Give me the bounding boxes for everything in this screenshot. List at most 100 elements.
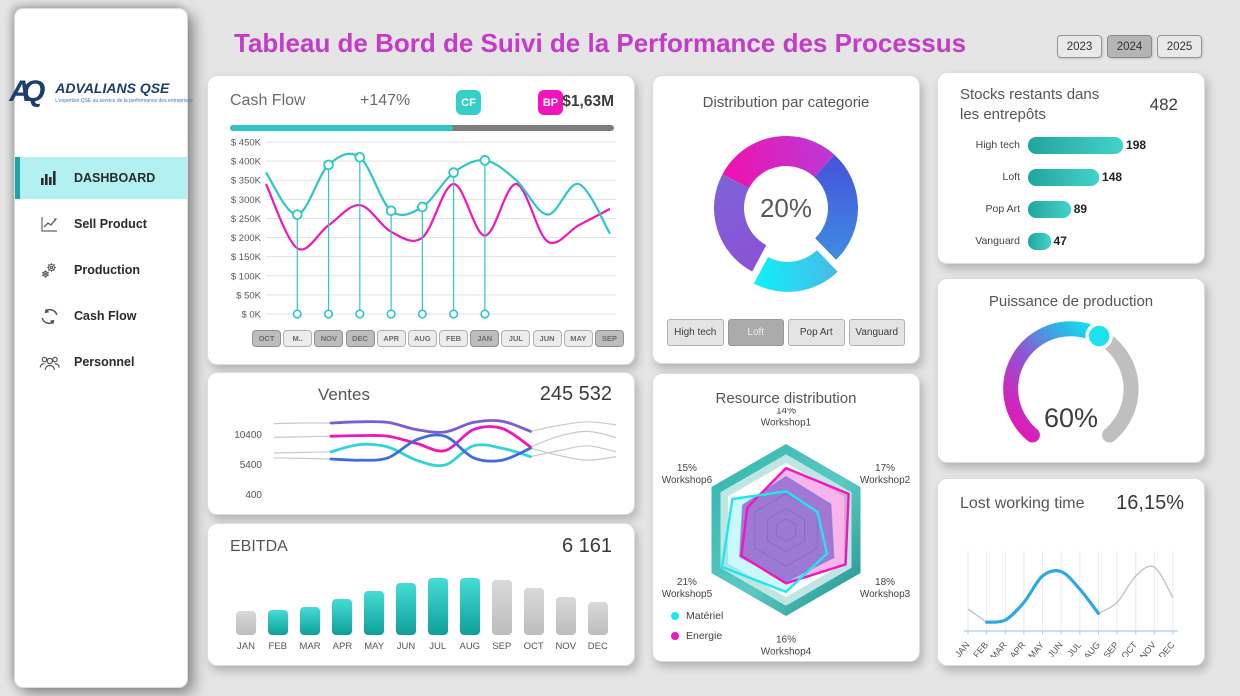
stock-value: 47 [1053,234,1067,248]
stock-value: 148 [1102,170,1123,184]
ebitda-column-jun: JUN [395,583,416,652]
ebitda-bar-chart: JAN FEB MAR APR MAY JUN JUL AUG SEP OCT NOV DEC [236,558,608,652]
svg-text:$ 150K: $ 150K [231,252,262,263]
donut-slice-loft[interactable] [753,250,838,292]
month-button-jul[interactable]: JUL [501,330,531,347]
donut-slice-high-tech[interactable] [722,135,835,189]
cash-flow-chart: $ 450K $ 400K $ 350K $ 300K $ 250K $ 200K $ 15… [231,138,616,321]
sidebar-item-sell-product[interactable]: Sell Product [15,203,187,245]
stocks-card: Stocks restants dans les entrepôts 482 H… [937,72,1205,264]
month-button-sep[interactable]: SEP [594,330,624,347]
donut-slice-pop-art[interactable] [814,154,858,260]
production-power-gauge: 60% [1003,321,1139,443]
radar-legend: Matériel Energie [671,606,723,646]
month-button-m[interactable]: M.. [283,330,313,347]
category-button-vanguard[interactable]: Vanguard [848,319,905,346]
ebitda-bar [300,607,321,635]
radar-axis-label-workshop5: 21% Workshop5 [662,577,713,600]
svg-text:$ 300K: $ 300K [231,195,262,206]
radar-axis-label-workshop4: 16% Workshop4 [761,634,812,657]
ebitda-title: EBITDA [230,538,288,555]
ebitda-column-aug: AUG [459,578,480,652]
stock-bar [1028,200,1071,218]
month-button-jun[interactable]: JUN [532,330,562,347]
category-button-high-tech[interactable]: High tech [667,319,724,346]
month-button-oct[interactable]: OCT [252,330,281,347]
ebitda-bar [427,578,448,635]
cash-flow-title: Cash Flow [230,92,306,109]
ebitda-month-label: JUL [429,641,447,652]
svg-text:APR: APR [1008,639,1028,657]
category-button-pop-art[interactable]: Pop Art [788,319,845,346]
ebitda-bar [395,583,416,635]
year-selector: 2023 2024 2025 [1057,35,1202,58]
line-chart-icon [37,213,61,235]
production-power-card: Puissance de production 60% [937,278,1205,463]
legend-label: Energie [686,630,723,642]
gears-icon [37,259,61,281]
category-button-loft[interactable]: Loft [727,319,784,346]
month-button-nov[interactable]: NOV [314,330,344,347]
svg-text:$ 450K: $ 450K [231,138,262,149]
stocks-title: Stocks restants dans les entrepôts [960,86,1100,124]
month-button-may[interactable]: MAY [563,330,593,347]
svg-text:OCT: OCT [1119,639,1139,657]
legend-dot [671,632,679,640]
legend-label: Matériel [686,610,724,622]
donut-slice-vanguard[interactable] [714,174,767,272]
resource-distribution-title: Resource distribution [715,390,857,407]
lost-working-time-card: Lost working time 16,15% JAN FEB MAR APR MAY… [937,478,1205,666]
ebitda-bar [236,611,256,635]
stocks-total: 482 [1149,95,1178,114]
svg-text:SEP: SEP [1101,640,1120,657]
sidebar-item-personnel[interactable]: Personnel [15,341,187,383]
people-icon [37,351,61,373]
sales-value: 245 532 [539,383,612,405]
brand-tagline: L'expertise QSE au service de la perform… [55,98,193,104]
year-button-2025[interactable]: 2025 [1157,35,1202,58]
month-button-feb[interactable]: FEB [439,330,469,347]
cash-flow-header: Cash Flow +147% CF BP $1,63M [230,90,614,116]
sidebar-item-cash-flow[interactable]: Cash Flow [15,295,187,337]
sidebar-item-dashboard[interactable]: DASHBOARD [15,157,187,199]
sidebar-item-production[interactable]: Production [15,249,187,291]
cash-flow-card: Cash Flow +147% CF BP $1,63M $ 450K $ 400… [207,75,635,365]
radar-axis-label-workshop6: 15% Workshop6 [662,463,713,486]
ebitda-column-may: MAY [364,591,385,652]
production-power-title: Puissance de production [988,293,1154,310]
lost-working-time-title: Lost working time [960,495,1085,512]
svg-text:400: 400 [245,490,262,501]
ebitda-month-label: NOV [555,641,577,652]
gauge-knob[interactable] [1085,322,1113,350]
page-title: Tableau de Bord de Suivi de la Performan… [234,28,967,58]
sales-card: Ventes 245 532 10400 5400 400 [207,372,635,515]
legend-item-energie: Energie [671,626,723,646]
ebitda-value: 6 161 [561,535,612,557]
cash-flow-amount: $1,63M [562,93,614,110]
ebitda-bar [459,578,480,635]
stock-label: High tech [975,139,1020,151]
year-button-2024[interactable]: 2024 [1107,35,1152,58]
svg-text:$ 100K: $ 100K [231,271,262,282]
month-button-jan[interactable]: JAN [470,330,500,347]
ebitda-month-label: SEP [492,641,512,652]
svg-text:$ 350K: $ 350K [231,176,262,187]
stock-row-high-tech: High tech 198 [948,129,1198,161]
radar-axis-label-workshop1: 14% Workshop1 [761,408,812,429]
ebitda-month-label: OCT [523,641,544,652]
stock-label: Loft [1002,171,1020,183]
month-button-aug[interactable]: AUG [407,330,437,347]
ebitda-bar [587,602,608,635]
ebitda-month-label: JAN [237,641,255,652]
ebitda-month-label: MAR [299,641,321,652]
month-button-apr[interactable]: APR [376,330,406,347]
year-button-2023[interactable]: 2023 [1057,35,1102,58]
stock-value: 198 [1126,138,1147,152]
ebitda-column-jan: JAN [236,611,256,652]
ebitda-bar [555,597,576,635]
month-button-dec[interactable]: DEC [345,330,375,347]
stock-row-vanguard: Vanguard 47 [948,225,1198,257]
svg-text:JUL: JUL [1065,640,1083,657]
ebitda-month-label: AUG [459,641,481,652]
